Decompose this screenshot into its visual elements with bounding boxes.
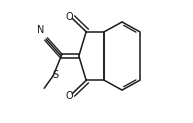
Text: S: S bbox=[52, 70, 58, 80]
Text: O: O bbox=[65, 12, 73, 22]
Text: N: N bbox=[37, 25, 44, 36]
Text: O: O bbox=[65, 91, 73, 100]
